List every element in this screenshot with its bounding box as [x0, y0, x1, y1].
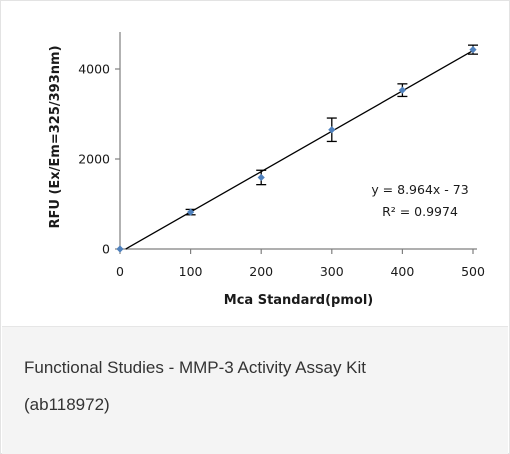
data-point	[469, 46, 477, 54]
chart-axes	[115, 32, 477, 254]
data-point	[257, 173, 265, 182]
caption-area: Functional Studies - MMP-3 Activity Assa…	[2, 326, 508, 454]
tick-labels: 0 2000 4000 0 100 200 300 400 500	[78, 62, 485, 280]
y-tick-label: 0	[102, 242, 110, 257]
trendline	[125, 50, 474, 250]
trendline-r-squared: R² = 0.9974	[382, 204, 458, 219]
y-axis-label: RFU (Ex/Em=325/393nm)	[48, 45, 63, 228]
x-tick-label: 500	[461, 264, 485, 279]
data-points	[116, 44, 478, 253]
trendline-group	[125, 50, 474, 250]
x-tick-label: 300	[320, 264, 344, 279]
caption-title: Functional Studies - MMP-3 Activity Assa…	[24, 358, 367, 377]
caption-catalog: (ab118972)	[24, 395, 110, 414]
chart-figure: 0 2000 4000 0 100 200 300 400 500 RFU (Ex/Em=325…	[2, 2, 508, 326]
x-tick-label: 200	[249, 264, 273, 279]
caption: Functional Studies - MMP-3 Activity Assa…	[24, 349, 494, 423]
data-point	[398, 86, 406, 94]
x-axis-label: Mca Standard(pmol)	[224, 293, 373, 308]
x-tick-label: 0	[116, 264, 124, 279]
data-point	[187, 208, 195, 216]
trendline-equation: y = 8.964x - 73	[371, 182, 468, 197]
x-tick-label: 100	[179, 264, 203, 279]
x-tick-label: 400	[390, 264, 414, 279]
chart: 0 2000 4000 0 100 200 300 400 500 RFU (Ex/Em=325…	[48, 32, 485, 308]
y-tick-label: 4000	[78, 62, 110, 77]
data-point	[328, 126, 336, 134]
data-point	[116, 245, 124, 253]
y-tick-label: 2000	[78, 152, 110, 167]
